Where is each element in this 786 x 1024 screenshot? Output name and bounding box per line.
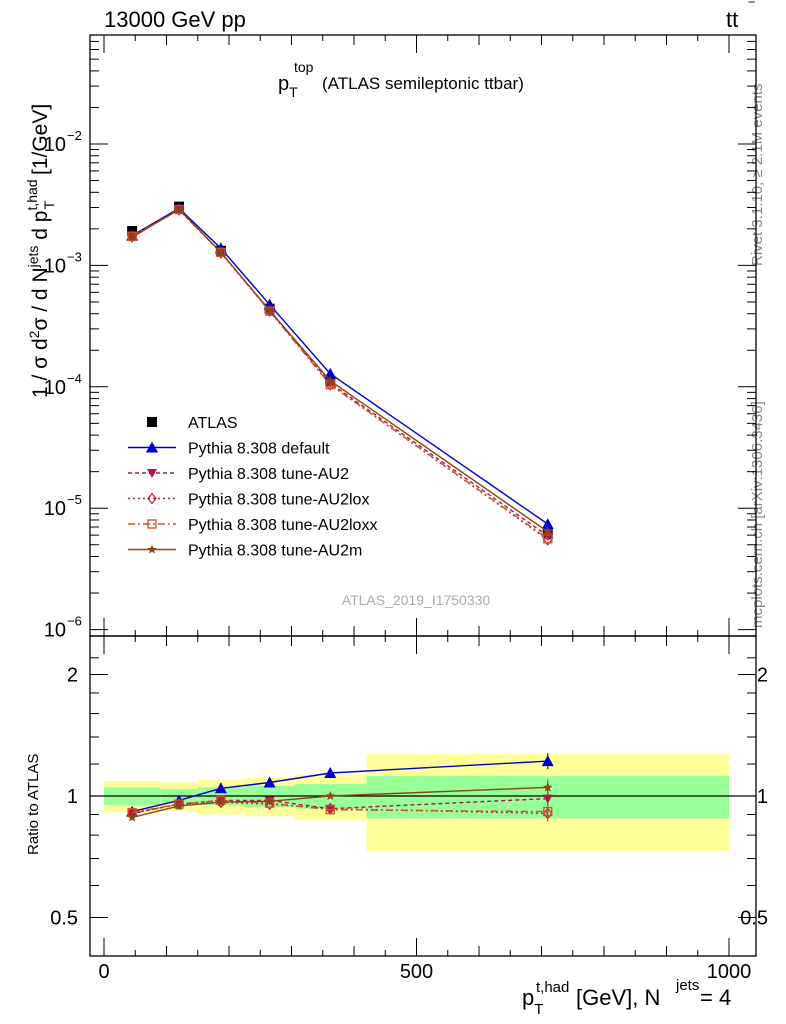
ratio-point-3 xyxy=(543,806,553,817)
series-point-4 xyxy=(174,204,184,214)
xlab-p: p xyxy=(522,985,534,1010)
y-axis-label: 1 / σ d2σ / d Njets d pt,hadT [1/GeV] xyxy=(24,104,57,398)
ratio-line-1 xyxy=(131,797,548,815)
xlab-tail: = 4 xyxy=(700,985,731,1010)
series-line-2 xyxy=(131,208,549,541)
x-tick-label: 0 xyxy=(98,961,109,983)
ratio-line-3 xyxy=(131,799,548,814)
series-point-4 xyxy=(216,247,226,257)
x-axis-label: pT xyxy=(522,985,543,1018)
ratio-tick-label: 1 xyxy=(67,786,78,808)
ylab-t4: [1/GeV] xyxy=(29,104,52,181)
title-sup: top xyxy=(294,59,314,75)
ratio-y-label: Ratio to ATLAS xyxy=(25,754,42,855)
legend-label-2: Pythia 8.308 tune-AU2 xyxy=(188,466,349,483)
ylab-t3s: t,had xyxy=(24,179,40,210)
energy-label: 13000 GeV pp xyxy=(104,7,246,32)
xlab-sup: t,had xyxy=(536,979,569,996)
ratio-point-4 xyxy=(325,791,335,800)
ratio-tick-label-right: 2 xyxy=(757,665,768,687)
legend-label-4: Pythia 8.308 tune-AU2loxx xyxy=(188,517,377,534)
series-line-3 xyxy=(131,208,549,540)
ratio-point-0 xyxy=(263,776,276,788)
ylab-t1: 1 / σ d xyxy=(29,338,52,398)
legend-label-1: Pythia 8.308 default xyxy=(188,441,330,458)
y-tick-exponent: −4 xyxy=(67,371,82,386)
plot-title: pT xyxy=(278,73,298,100)
process-bar: ‾ xyxy=(748,1,755,18)
process-main: tt xyxy=(726,7,738,32)
legend-label-3: Pythia 8.308 tune-AU2lox xyxy=(188,492,369,509)
title-rest: (ATLAS semileptonic ttbar) xyxy=(322,74,524,93)
rivet-label: Rivet 3.1.10, ≥ 2.1M events xyxy=(749,84,766,267)
legend-label-0: ATLAS xyxy=(188,415,238,432)
title-sub: T xyxy=(289,84,298,100)
series-point-2 xyxy=(542,533,553,546)
ratio-tick-label: 2 xyxy=(67,665,78,687)
xlab-sup2: jets xyxy=(675,977,699,994)
ratio-series xyxy=(126,753,554,822)
xlab-sub: T xyxy=(534,1001,543,1018)
series-point-4 xyxy=(325,375,335,385)
ratio-point-4 xyxy=(216,797,226,807)
ratio-point-0 xyxy=(214,782,227,794)
legend: ATLAS Pythia 8.308 default Pythia 8.308 tu… xyxy=(128,415,377,560)
ylab-t2s: jets xyxy=(25,246,41,269)
series-line-1 xyxy=(131,208,549,537)
series-point-4 xyxy=(543,526,553,536)
ratio-point-4 xyxy=(264,796,275,806)
y-tick-label: 10 xyxy=(44,620,66,642)
ratio-line-0 xyxy=(131,760,548,813)
ylab-t3: d p xyxy=(29,211,52,246)
series-line-0 xyxy=(131,207,549,525)
xlab-mid: [GeV], N xyxy=(576,985,660,1010)
ratio-tick-label-right: 1 xyxy=(757,786,768,808)
ratio-point-2 xyxy=(174,798,184,811)
ratio-point-3 xyxy=(325,805,335,815)
ratio-line-4 xyxy=(131,786,548,819)
y-tick-exponent: −6 xyxy=(67,614,82,629)
y-tick-label: 10 xyxy=(44,498,66,520)
series-point-0 xyxy=(541,518,554,530)
series-point-0 xyxy=(324,367,337,379)
series-point-4 xyxy=(127,232,137,242)
y-tick-label: 10 xyxy=(44,255,66,277)
ylab-t1s: 2 xyxy=(26,330,42,338)
ratio-tick-label: 0.5 xyxy=(50,908,78,930)
x-tick-label: 1000 xyxy=(707,961,752,983)
legend-marker-5 xyxy=(147,544,157,554)
ratio-point-4 xyxy=(127,812,137,822)
y-tick-exponent: −2 xyxy=(67,128,82,143)
ratio-point-0 xyxy=(541,755,554,767)
y-tick-exponent: −5 xyxy=(67,492,82,507)
ratio-point-4 xyxy=(543,782,553,792)
ratio-point-4 xyxy=(174,800,184,810)
y-tick-exponent: −3 xyxy=(67,249,82,264)
title-p: p xyxy=(278,73,289,95)
ratio-point-0 xyxy=(324,767,337,779)
main-series xyxy=(126,201,554,546)
y-tick-label: 10 xyxy=(44,377,66,399)
xlab-mid-text: [GeV], N xyxy=(576,985,660,1010)
legend-marker-2 xyxy=(147,469,157,478)
ylab-t2: σ / d N xyxy=(29,267,52,330)
y-tick-label: 10 xyxy=(44,134,66,156)
legend-marker-4 xyxy=(147,519,157,529)
analysis-watermark: ATLAS_2019_I1750330 xyxy=(342,592,491,608)
series-point-4 xyxy=(264,305,275,315)
legend-marker-1 xyxy=(146,441,158,453)
series-line-4 xyxy=(131,208,549,533)
series-point-3 xyxy=(543,534,553,544)
ratio-tick-label-right: 0.5 xyxy=(740,908,768,930)
ylab-t3b: T xyxy=(41,200,57,209)
ratio-point-1 xyxy=(542,794,553,804)
x-tick-label: 500 xyxy=(400,961,433,983)
legend-marker-3 xyxy=(147,492,157,505)
legend-marker-0 xyxy=(147,417,157,427)
process-label: tt xyxy=(726,7,738,32)
legend-label-5: Pythia 8.308 tune-AU2m xyxy=(188,543,362,560)
